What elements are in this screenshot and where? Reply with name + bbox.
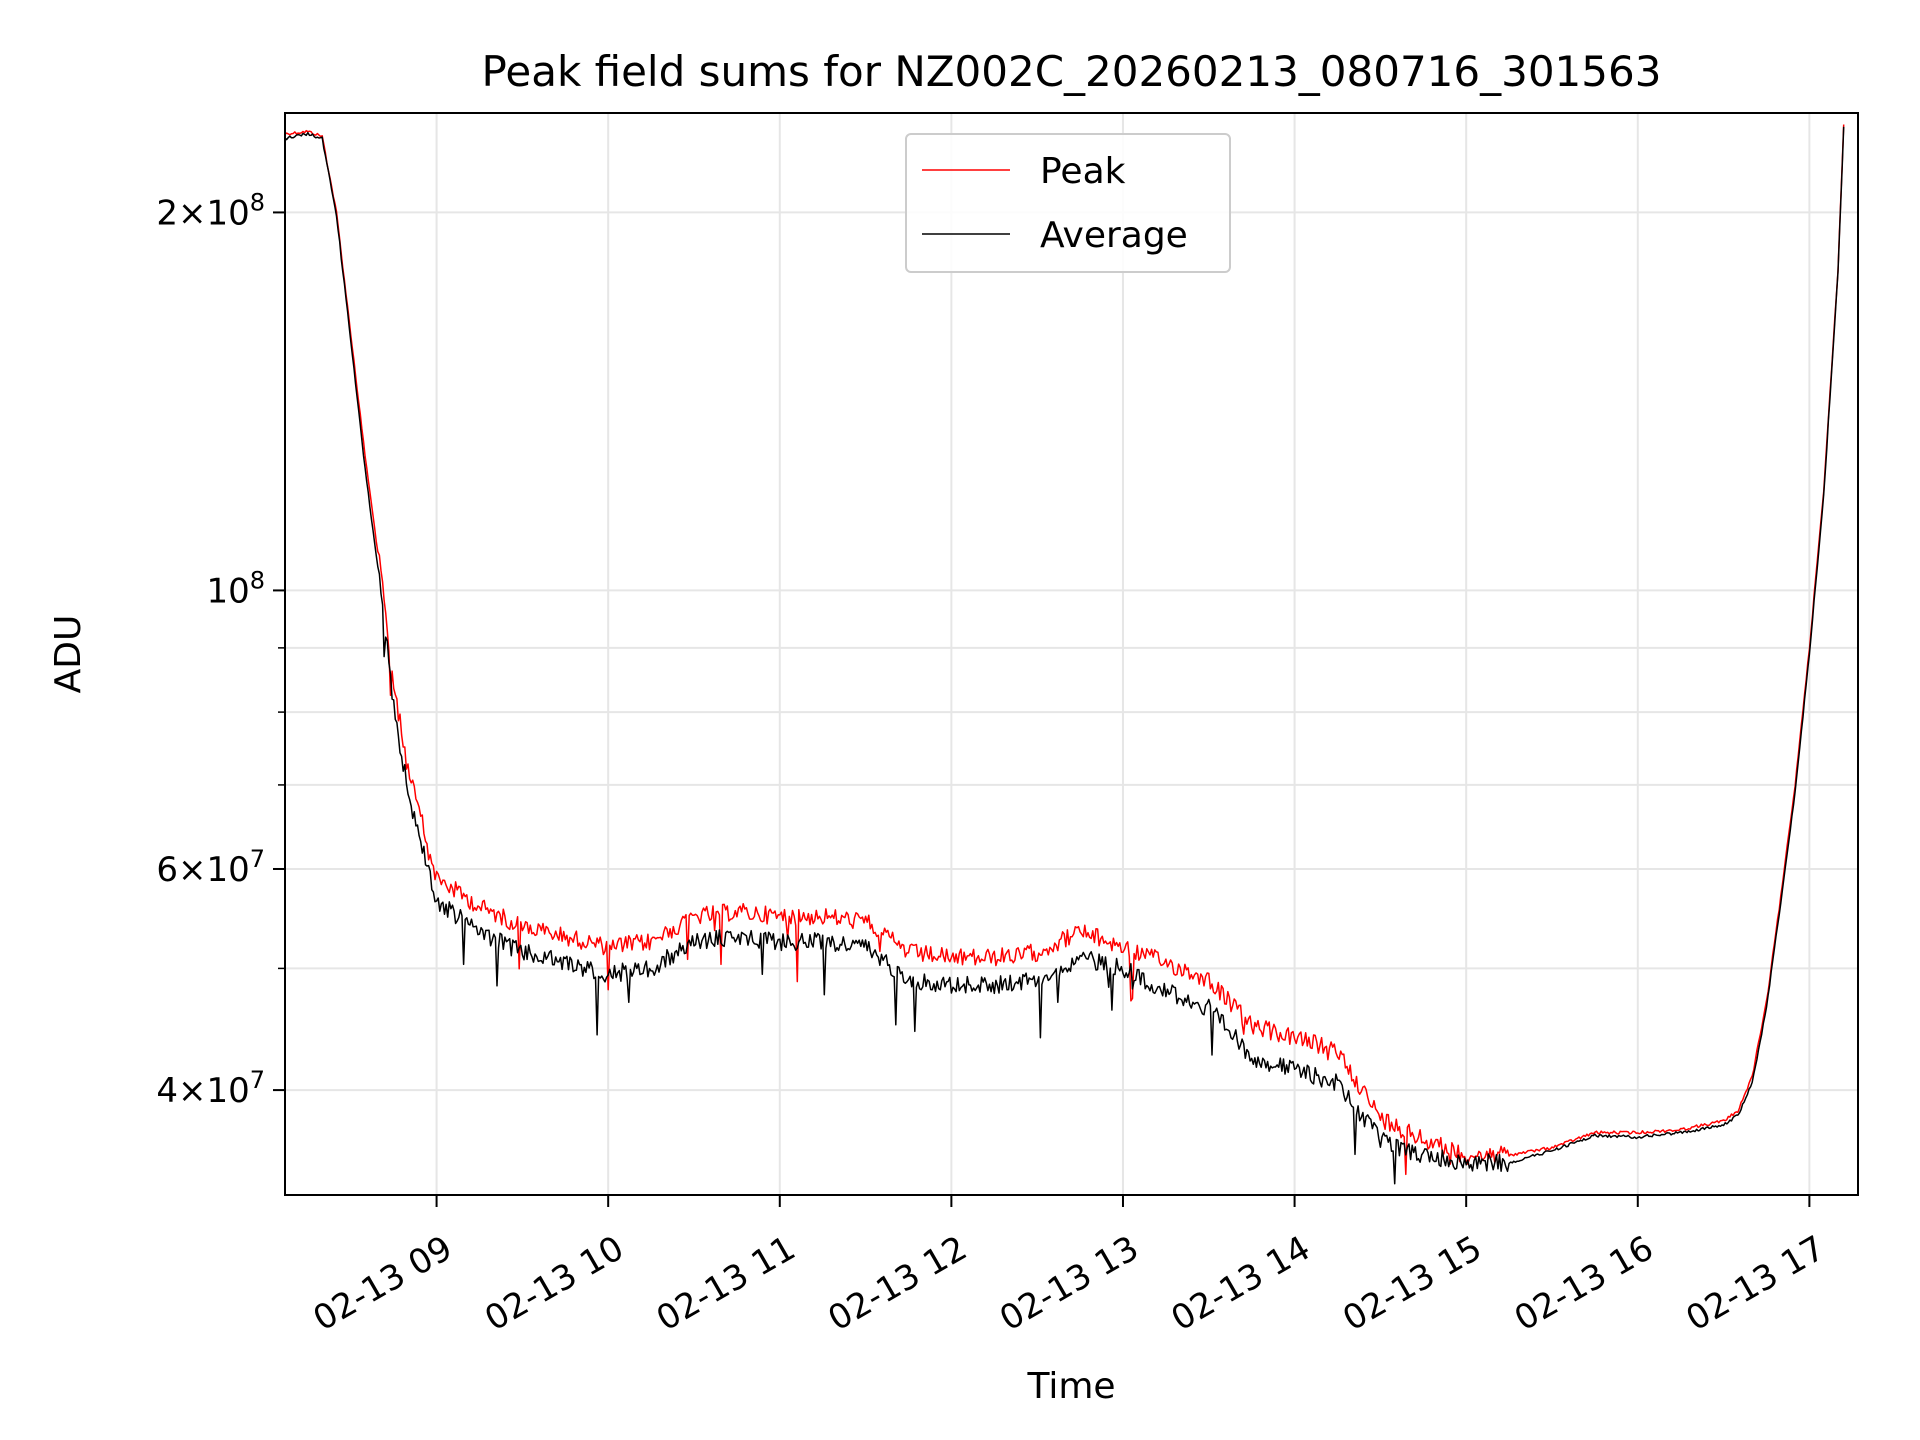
x-tick-label: 02-13 10 (478, 1228, 630, 1339)
y-axis: 4×107 6×107 108 2×108 (156, 188, 285, 1111)
legend: Peak Average (905, 133, 1231, 273)
series-line-average (284, 126, 1845, 1185)
series-line-peak (284, 124, 1845, 1176)
x-tick-label: 02-13 11 (650, 1228, 802, 1339)
grid-layer (285, 113, 1858, 1195)
y-tick-label: 2×108 (156, 188, 265, 233)
x-axis: 02-13 09 02-13 10 02-13 11 02-13 12 02-13 13… (307, 1195, 1832, 1339)
y-axis-title: ADU (48, 615, 89, 694)
y-tick-label: 6×107 (156, 845, 265, 890)
legend-label-average: Average (1040, 215, 1188, 256)
x-tick-label: 02-13 14 (1165, 1228, 1317, 1339)
x-tick-label: 02-13 09 (307, 1228, 459, 1339)
plot-frame (284, 112, 1859, 1196)
legend-box (905, 133, 1231, 273)
x-tick-label: 02-13 15 (1336, 1228, 1488, 1339)
legend-label-peak: Peak (1040, 151, 1126, 192)
chart-title: Peak field sums for NZ002C_20260213_0807… (482, 47, 1662, 96)
series-layer (284, 124, 1845, 1185)
x-tick-label: 02-13 17 (1679, 1228, 1831, 1339)
y-tick-label: 4×107 (156, 1066, 265, 1111)
y-tick-label: 108 (206, 566, 265, 611)
x-axis-title: Time (1026, 1366, 1115, 1407)
x-tick-label: 02-13 13 (993, 1228, 1145, 1339)
x-tick-label: 02-13 16 (1508, 1228, 1660, 1339)
x-tick-label: 02-13 12 (821, 1228, 973, 1339)
